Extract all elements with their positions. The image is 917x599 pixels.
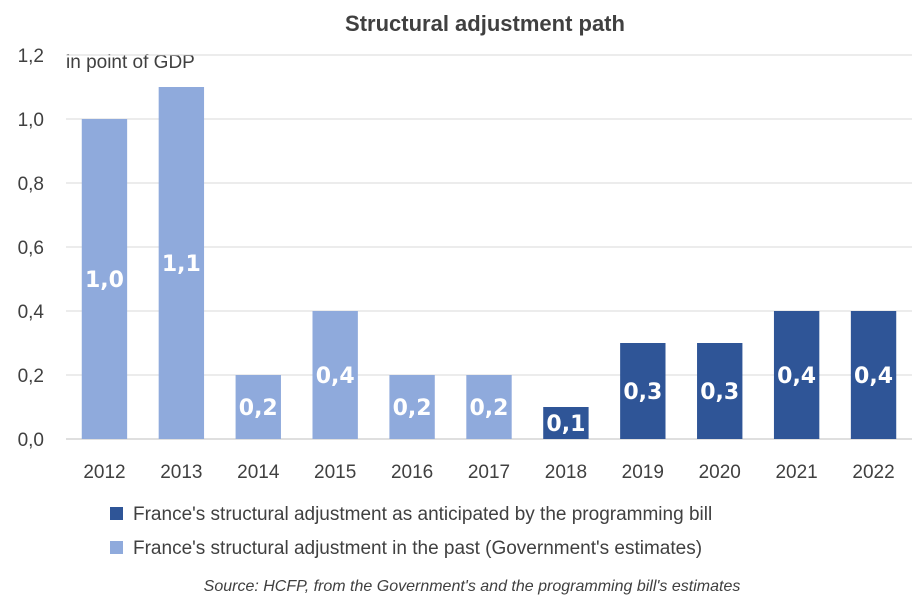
bar-2016 bbox=[389, 375, 435, 439]
x-tick-label: 2018 bbox=[545, 462, 587, 483]
y-axis-tick-labels: 0,0 0,2 0,4 0,6 0,8 1,0 1,2 bbox=[18, 46, 45, 451]
x-tick-label: 2017 bbox=[468, 462, 510, 483]
legend-label: France's structural adjustment as antici… bbox=[133, 504, 712, 525]
bar-2017 bbox=[466, 375, 512, 439]
x-tick-label: 2021 bbox=[775, 462, 817, 483]
x-tick-label: 2014 bbox=[237, 462, 280, 483]
bar-2013 bbox=[158, 87, 205, 439]
source-note: Source: HCFP, from the Government's and … bbox=[204, 578, 741, 595]
x-tick-label: 2016 bbox=[391, 462, 433, 483]
data-label-2015: 0,4 bbox=[316, 364, 355, 389]
data-label-2014: 0,2 bbox=[239, 396, 278, 421]
x-tick-label: 2015 bbox=[314, 462, 356, 483]
x-tick-label: 2019 bbox=[622, 462, 664, 483]
x-tick-label: 2013 bbox=[160, 462, 202, 483]
legend: France's structural adjustment as antici… bbox=[110, 504, 712, 559]
data-label-2018: 0,1 bbox=[546, 412, 585, 437]
chart-title: Structural adjustment path bbox=[345, 11, 625, 36]
y-tick-label: 1,0 bbox=[18, 110, 44, 131]
bar-2018 bbox=[543, 407, 589, 439]
bars bbox=[81, 87, 897, 439]
data-labels: 1,0 1,1 0,2 0,4 0,2 0,2 0,1 0,3 0,3 0,4 0,4 bbox=[85, 252, 893, 437]
bar-2020 bbox=[697, 343, 743, 439]
bar-2022 bbox=[850, 311, 897, 439]
data-label-2020: 0,3 bbox=[700, 380, 739, 405]
data-label-2012: 1,0 bbox=[85, 268, 124, 293]
x-tick-label: 2020 bbox=[699, 462, 741, 483]
data-label-2021: 0,4 bbox=[777, 364, 816, 389]
x-tick-label: 2012 bbox=[83, 462, 125, 483]
y-tick-label: 0,2 bbox=[18, 366, 44, 387]
y-tick-label: 0,4 bbox=[18, 302, 45, 323]
data-label-2019: 0,3 bbox=[623, 380, 662, 405]
bar-2014 bbox=[235, 375, 281, 439]
x-tick-label: 2022 bbox=[852, 462, 894, 483]
x-axis-tick-labels: 2012 2013 2014 2015 2016 2017 2018 2019 2020 2021… bbox=[83, 462, 894, 483]
legend-swatch bbox=[110, 507, 123, 520]
data-label-2013: 1,1 bbox=[162, 252, 201, 277]
legend-label: France's structural adjustment in the pa… bbox=[133, 538, 702, 559]
bar-2021 bbox=[773, 311, 820, 439]
legend-swatch bbox=[110, 541, 123, 554]
y-tick-label: 1,2 bbox=[18, 46, 44, 67]
y-tick-label: 0,8 bbox=[18, 174, 44, 195]
unit-note: in point of GDP bbox=[66, 52, 195, 73]
data-label-2016: 0,2 bbox=[393, 396, 432, 421]
bar-2012 bbox=[81, 119, 128, 439]
y-tick-label: 0,0 bbox=[18, 430, 44, 451]
bar-2015 bbox=[312, 311, 358, 439]
y-tick-label: 0,6 bbox=[18, 238, 44, 259]
data-label-2017: 0,2 bbox=[470, 396, 509, 421]
data-label-2022: 0,4 bbox=[854, 364, 893, 389]
bar-2019 bbox=[620, 343, 666, 439]
